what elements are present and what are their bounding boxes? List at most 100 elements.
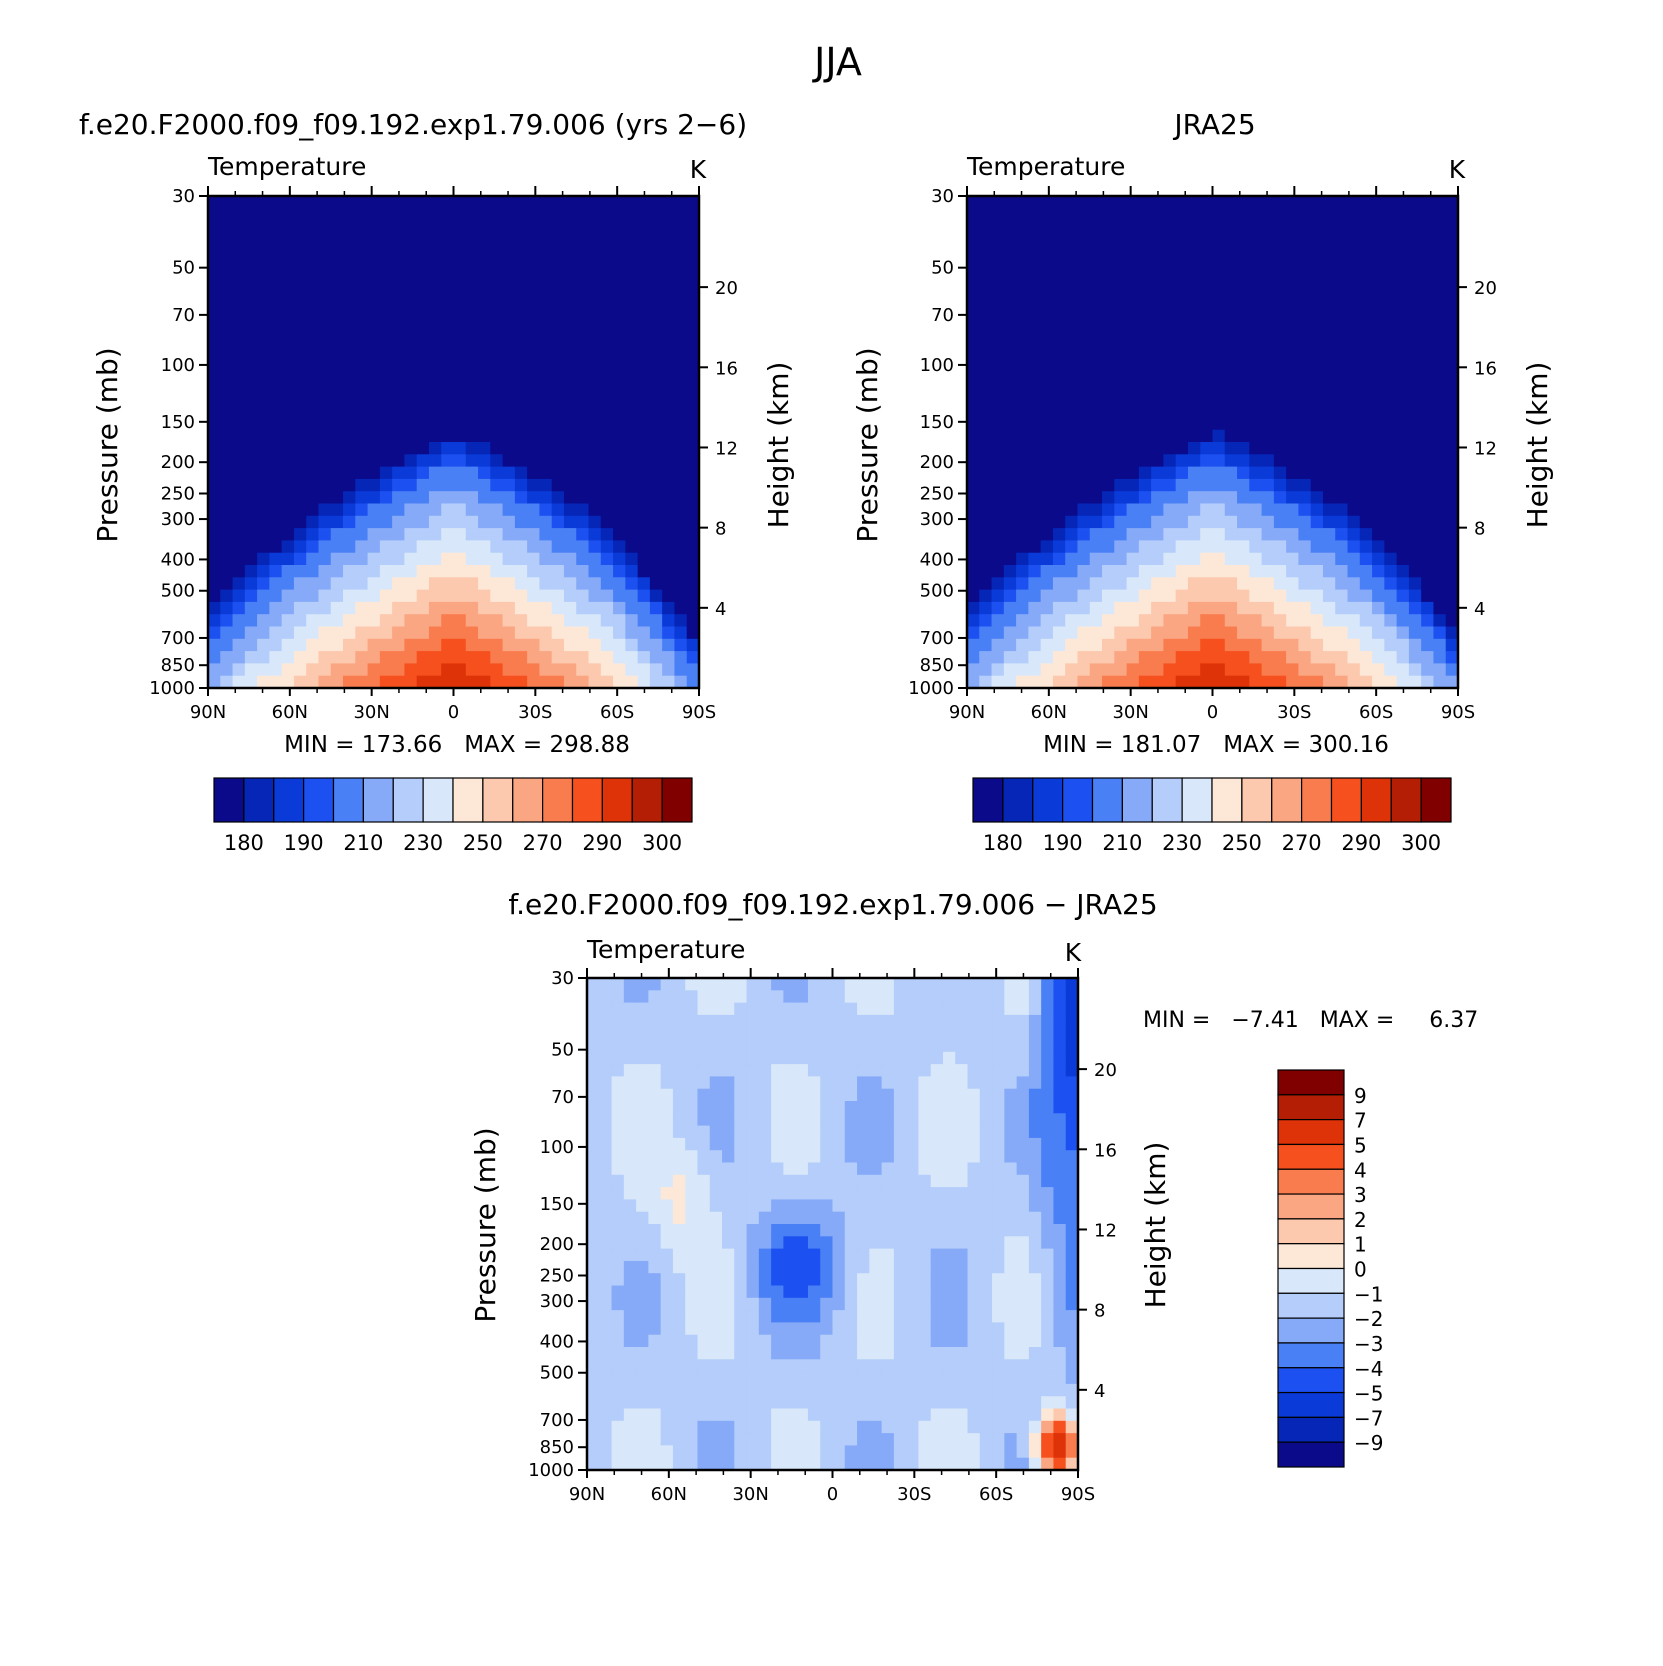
field-cell bbox=[1261, 626, 1275, 640]
field-cell bbox=[613, 577, 626, 591]
field-cell bbox=[844, 1260, 858, 1274]
field-cell bbox=[502, 675, 516, 689]
x-tick-label: 90N bbox=[949, 702, 985, 723]
field-cell bbox=[379, 528, 393, 541]
field-cell bbox=[662, 245, 676, 259]
field-cell bbox=[1077, 355, 1091, 369]
field-cell bbox=[1016, 1248, 1030, 1262]
field-cell bbox=[1445, 319, 1459, 332]
field-cell bbox=[404, 638, 418, 652]
field-cell bbox=[1237, 503, 1250, 517]
field-cell bbox=[1028, 1310, 1042, 1323]
field-cell bbox=[672, 990, 686, 1004]
field-cell bbox=[1335, 528, 1349, 541]
field-cell bbox=[636, 1051, 649, 1065]
field-cell bbox=[906, 1408, 920, 1422]
field-cell bbox=[1384, 429, 1398, 443]
field-cell bbox=[453, 466, 467, 480]
field-cell bbox=[490, 208, 504, 222]
field-cell bbox=[795, 1371, 809, 1385]
field-cell bbox=[1053, 1199, 1067, 1213]
field-cell bbox=[1016, 1014, 1030, 1028]
field-cell bbox=[967, 1420, 981, 1434]
field-cell bbox=[281, 355, 295, 369]
field-cell bbox=[758, 1420, 772, 1434]
field-cell bbox=[992, 1322, 1005, 1336]
field-cell bbox=[1028, 454, 1042, 468]
field-cell bbox=[857, 1347, 870, 1360]
field-cell bbox=[686, 614, 700, 628]
field-cell bbox=[1273, 454, 1287, 468]
field-cell bbox=[220, 565, 234, 578]
field-cell bbox=[588, 245, 602, 259]
field-cell bbox=[734, 1445, 748, 1459]
field-cell bbox=[857, 1150, 870, 1164]
field-cell bbox=[1310, 454, 1324, 468]
field-cell bbox=[1187, 601, 1201, 615]
field-cell bbox=[551, 478, 565, 492]
field-cell bbox=[1077, 478, 1091, 492]
field-cell bbox=[734, 1322, 748, 1336]
field-cell bbox=[355, 454, 369, 468]
field-cell bbox=[367, 294, 381, 308]
field-cell bbox=[576, 355, 590, 369]
field-cell bbox=[1212, 663, 1226, 677]
field-cell bbox=[637, 257, 651, 271]
field-cell bbox=[807, 1285, 821, 1299]
field-cell bbox=[1028, 306, 1042, 320]
field-cell bbox=[662, 515, 676, 529]
field-cell bbox=[1384, 491, 1398, 505]
field-cell bbox=[881, 1260, 895, 1274]
field-cell bbox=[281, 282, 295, 295]
field-cell bbox=[306, 638, 320, 652]
field-cell bbox=[1261, 601, 1275, 615]
field-cell bbox=[1065, 466, 1079, 480]
field-cell bbox=[1237, 651, 1250, 664]
field-cell bbox=[1249, 220, 1263, 234]
field-cell bbox=[306, 626, 320, 640]
field-cell bbox=[674, 405, 688, 418]
field-cell bbox=[1396, 638, 1410, 652]
field-cell bbox=[746, 990, 760, 1004]
field-cell bbox=[490, 540, 504, 554]
field-cell bbox=[318, 577, 332, 591]
field-cell bbox=[1138, 429, 1152, 443]
field-cell bbox=[428, 306, 442, 320]
field-cell bbox=[613, 319, 626, 332]
field-cell bbox=[967, 478, 980, 492]
field-cell bbox=[1077, 306, 1091, 320]
field-cell bbox=[674, 245, 688, 259]
field-cell bbox=[1212, 232, 1226, 246]
field-cell bbox=[783, 1211, 797, 1225]
field-cell bbox=[1237, 405, 1250, 418]
field-cell bbox=[1102, 355, 1115, 369]
field-cell bbox=[539, 429, 553, 443]
field-cell bbox=[625, 343, 639, 357]
field-cell bbox=[1052, 540, 1066, 554]
field-cell bbox=[979, 638, 993, 652]
field-cell bbox=[1372, 565, 1385, 578]
field-cell bbox=[318, 405, 332, 418]
field-cell bbox=[367, 491, 381, 505]
panel-model-colorbar: 180 190 210 230 250 270 290 300 bbox=[213, 777, 693, 855]
field-cell bbox=[722, 1408, 735, 1422]
colorbar-box bbox=[392, 777, 424, 823]
field-cell bbox=[881, 1334, 895, 1348]
field-cell bbox=[514, 651, 528, 664]
field-cell bbox=[318, 294, 332, 308]
field-cell bbox=[343, 577, 356, 591]
field-cell bbox=[1396, 589, 1410, 603]
field-cell bbox=[1298, 540, 1312, 554]
field-cell bbox=[685, 1322, 699, 1336]
field-cell bbox=[991, 343, 1005, 357]
field-cell bbox=[576, 417, 590, 431]
field-cell bbox=[587, 1174, 600, 1188]
field-cell bbox=[600, 577, 614, 591]
field-cell bbox=[478, 663, 491, 677]
field-cell bbox=[453, 663, 467, 677]
field-cell bbox=[637, 577, 651, 591]
field-cell bbox=[478, 626, 491, 640]
field-cell bbox=[502, 232, 516, 246]
field-cell bbox=[576, 565, 590, 578]
field-cell bbox=[1384, 515, 1398, 529]
